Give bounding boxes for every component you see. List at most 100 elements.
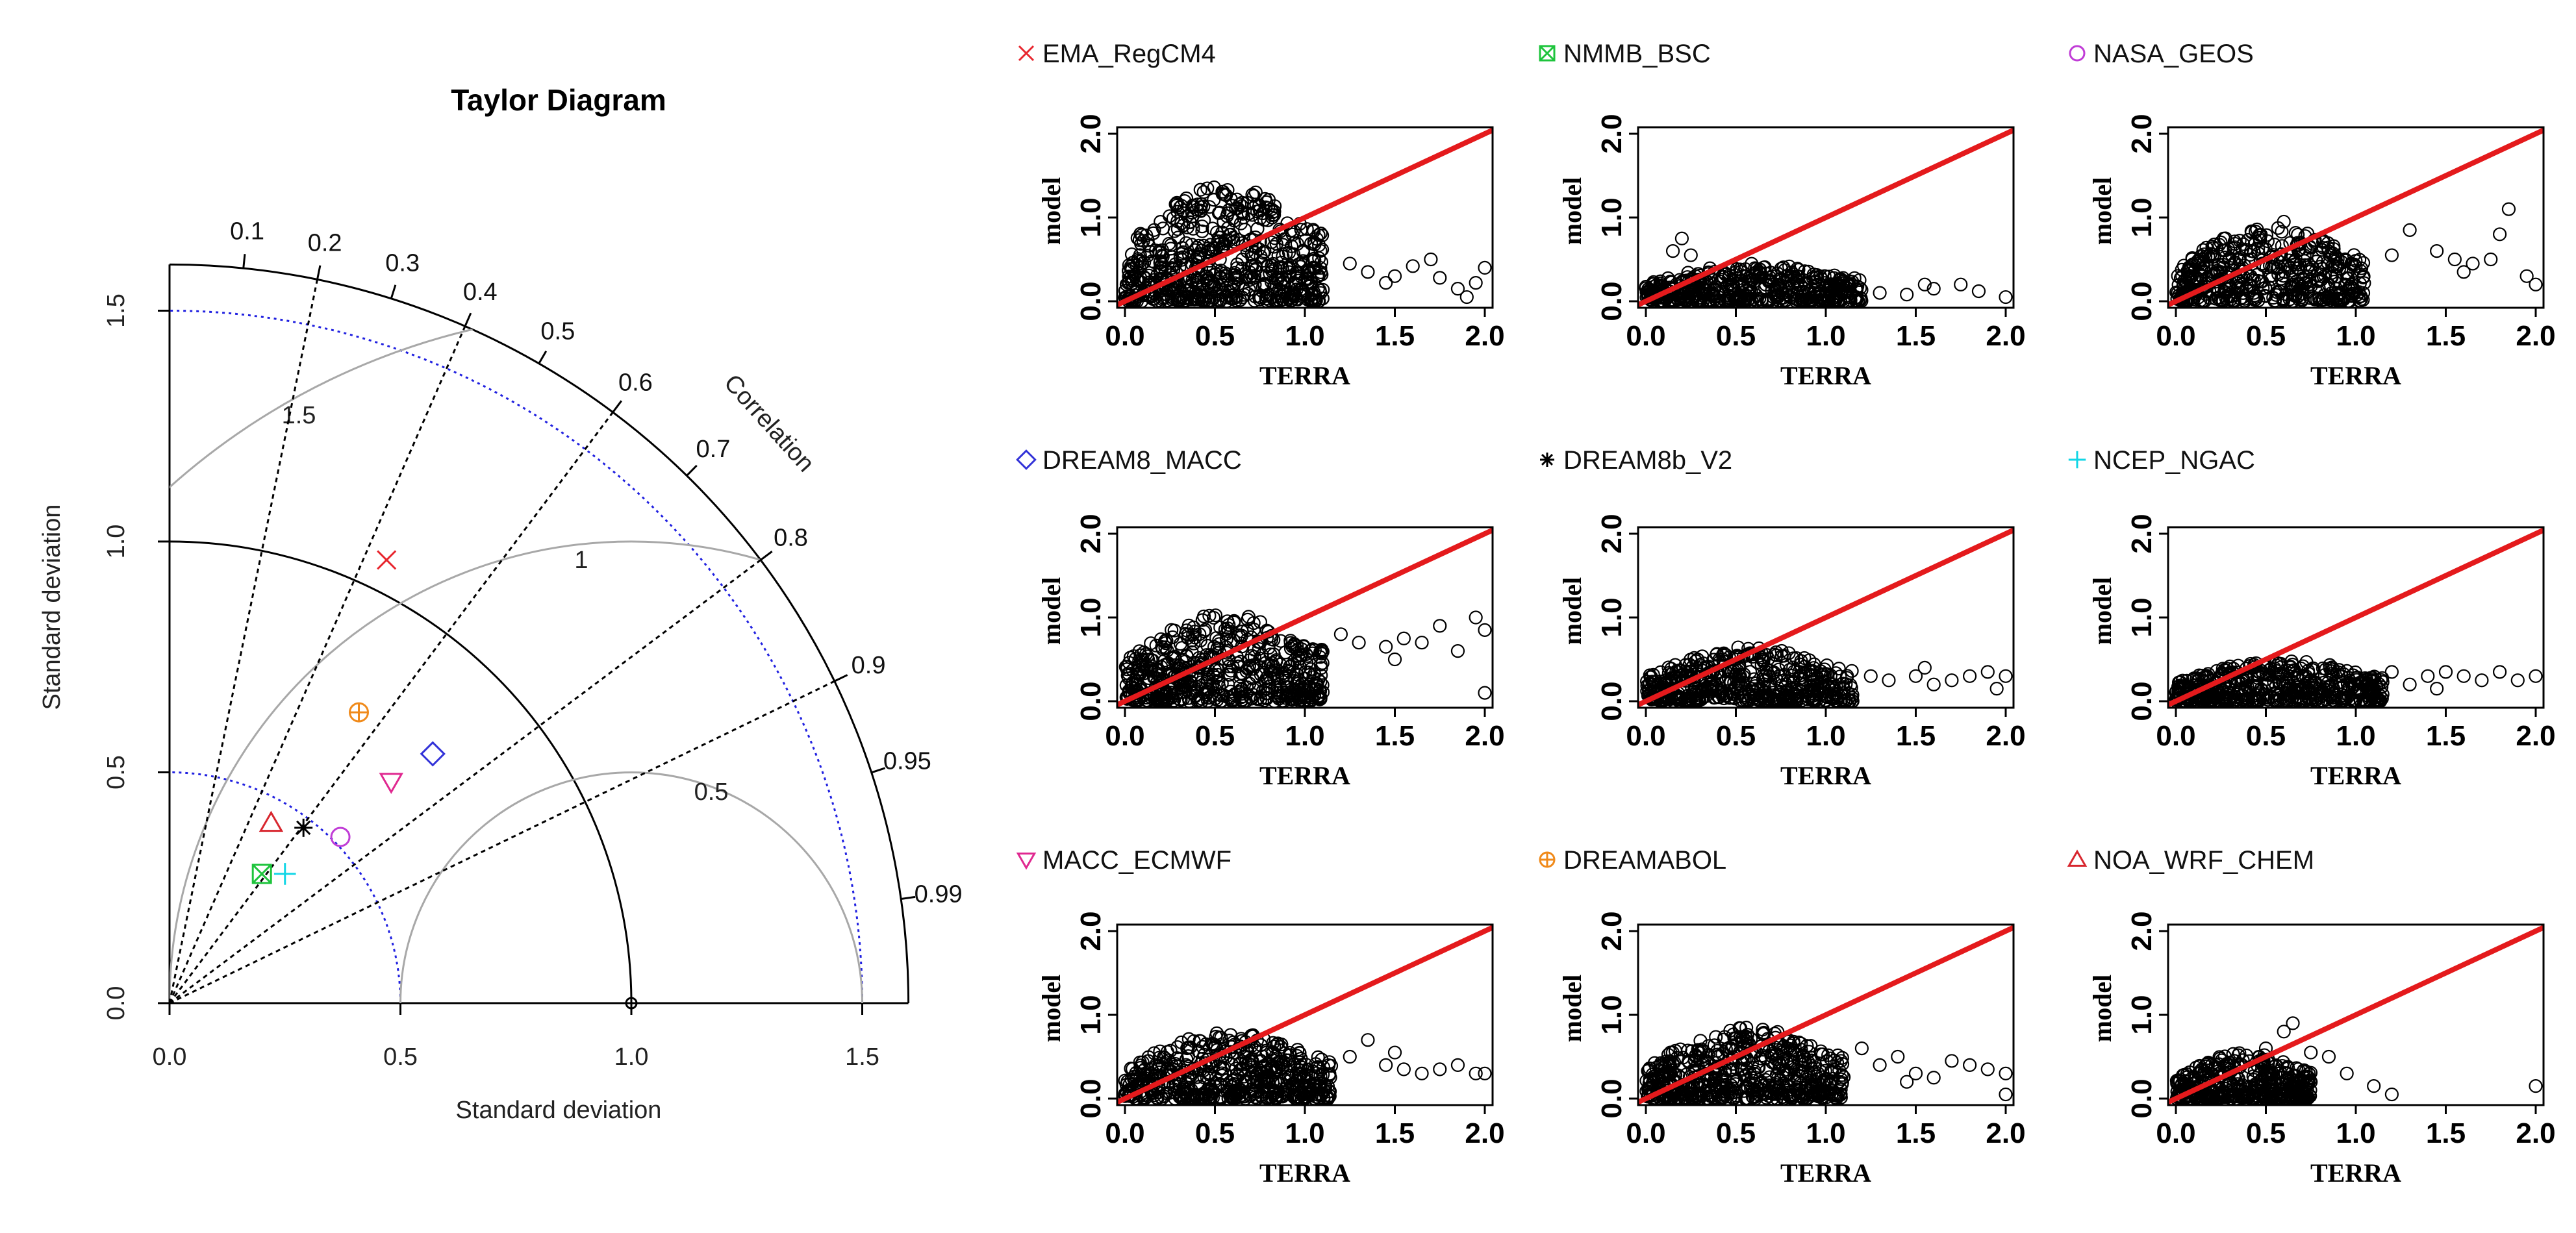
scatter-point [1313,260,1328,275]
scatter-point [1309,1057,1323,1071]
scatter-points [1638,127,2014,308]
scatter-point [1193,182,1207,197]
x-tick-label: 1.5 [1896,1117,1936,1149]
x-tick-label: 1.5 [1896,320,1936,352]
scatter-point [2244,279,2258,293]
scatter-point [1197,1088,1211,1102]
scatter-point [1708,690,1723,704]
scatter-point [1119,277,1134,292]
scatter-point [2231,280,2245,295]
scatter-point [2250,268,2264,282]
y-tick-label: 1.0 [1596,995,1628,1034]
scatter-point [1293,1045,1307,1060]
scatter-point [1304,276,1319,291]
scatter-point [1248,245,1263,260]
scatter-point [1286,247,1301,262]
scatter-point [1751,1060,1765,1075]
scatter-point [1315,685,1330,699]
scatter-point [2430,244,2444,258]
correlation-tick [538,351,548,364]
scatter-point [1782,259,1797,273]
scatter-point [1842,274,1856,288]
scatter-point [1661,271,1675,286]
scatter-point [1769,648,1784,662]
scatter-point [1786,676,1800,690]
blue-sd-arc [169,771,401,1004]
panel-title: EMA_RegCM4 [1042,40,1216,68]
scatter-point [1671,665,1686,679]
scatter-point [1945,1054,1959,1068]
scatter-point [1253,615,1267,629]
scatter-point [1891,1049,1905,1064]
y-tick-label: 2.0 [2126,114,2158,153]
scatter-point [1141,671,1156,686]
scatter-point [1261,193,1276,207]
scatter-point [1808,1075,1823,1089]
scatter-point [2326,693,2340,707]
scatter-point [1180,648,1194,663]
taylor-point-noa-wrf-chem [259,810,284,832]
scatter-point [1136,658,1150,673]
scatter-point [1167,292,1181,306]
panel-title-marker-icon [1018,45,1035,62]
scatter-point [1284,293,1298,308]
scatter-point [1804,1077,1818,1091]
scatter-point [1163,1043,1178,1058]
x-axis-title: TERRA [1259,361,1350,390]
scatter-point [2384,248,2399,262]
x-tick-label: 1.0 [1285,720,1324,752]
scatter-point [2273,255,2288,269]
scatter-point [1808,275,1823,290]
scatter-point [1213,271,1228,286]
scatter-point [1711,290,1725,304]
scatter-point [2299,654,2314,669]
scatter-point [1656,1061,1670,1075]
scatter-point [1797,1049,1811,1064]
scatter-point [1293,1055,1307,1069]
y-tick-label: 2.0 [1596,114,1628,153]
scatter-point [1165,630,1180,645]
scatter-point [1333,627,1348,641]
scatter-point [1254,692,1268,706]
scatter-point [2235,277,2249,292]
scatter-point [1240,1045,1254,1059]
scatter-point [1830,1056,1845,1070]
x-tick-label: 1.0 [1806,320,1845,352]
scatter-point [1187,291,1202,306]
panel-title: DREAMABOL [1563,846,1726,875]
scatter-point [2303,277,2317,292]
scatter-point [1478,623,1492,637]
scatter-point [1249,669,1264,683]
scatter-point [1989,682,2004,696]
scatter-point [2529,277,2543,292]
scatter-point [1312,689,1326,703]
scatter-point [1229,290,1243,305]
panel-title: NCEP_NGAC [2093,446,2255,475]
scatter-point [1233,669,1247,684]
scatter-point [1803,1050,1818,1065]
scatter-point [1274,289,1289,303]
panel-title-marker-icon [1539,45,1556,62]
scatter-point [1209,631,1224,645]
scatter-point [1739,1021,1754,1035]
scatter-point [1863,669,1878,683]
scatter-point [1691,1043,1706,1058]
scatter-point [2220,688,2235,702]
scatter-point [1181,1073,1196,1087]
scatter-point [1181,247,1196,262]
one-to-one-line [1638,925,2014,1105]
scatter-points [2168,527,2544,708]
scatter-point [2171,278,2186,292]
correlation-tick-label: 0.3 [385,249,420,277]
scatter-point [2203,291,2217,305]
scatter-point [1225,199,1239,213]
scatter-point [1233,1057,1247,1071]
scatter-point [2249,292,2263,306]
scatter-point [1791,275,1805,289]
scatter-point [1280,680,1294,695]
scatter-point [1227,271,1242,286]
scatter-point [1213,293,1228,308]
